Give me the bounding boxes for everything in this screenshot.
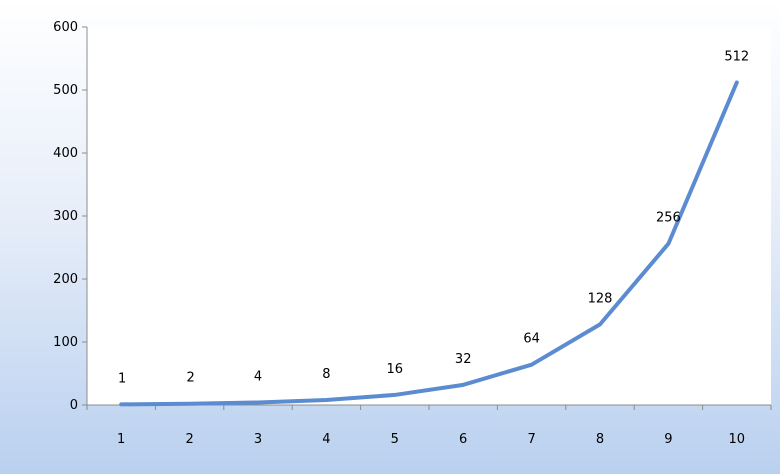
data-label: 32 (455, 352, 472, 367)
y-tick-label: 200 (53, 272, 78, 287)
x-tick-label: 5 (391, 432, 399, 447)
data-label: 8 (322, 367, 330, 382)
y-tick-label: 400 (53, 146, 78, 161)
x-tick-label: 9 (664, 432, 672, 447)
data-labels: 1 2 4 8 16 32 64 128 256 512 (118, 49, 749, 386)
data-label: 128 (588, 291, 613, 306)
y-axis: 0 100 200 300 400 500 600 (53, 20, 88, 413)
x-tick-label: 8 (596, 432, 604, 447)
y-tick-label: 300 (53, 209, 78, 224)
x-tick-label: 1 (117, 432, 125, 447)
y-tick-label: 100 (53, 335, 78, 350)
data-label: 256 (656, 211, 681, 226)
x-tick-label: 6 (459, 432, 467, 447)
x-tick-label: 7 (527, 432, 535, 447)
y-tick-label: 600 (53, 20, 78, 35)
plot-area (87, 27, 771, 405)
x-tick-label: 4 (322, 432, 330, 447)
series-line (119, 80, 739, 407)
x-tick-label: 2 (185, 432, 193, 447)
data-label: 512 (724, 49, 749, 64)
x-tick-label: 3 (254, 432, 262, 447)
y-tick-label: 0 (70, 398, 78, 413)
data-label: 2 (186, 371, 194, 386)
data-label: 1 (118, 371, 126, 386)
data-label: 4 (254, 369, 262, 384)
x-axis: 1 2 3 4 5 6 7 8 9 10 (86, 404, 772, 447)
y-tick-label: 500 (53, 83, 78, 98)
data-label: 16 (387, 362, 404, 377)
data-label: 64 (523, 332, 540, 347)
x-tick-label: 10 (729, 432, 746, 447)
